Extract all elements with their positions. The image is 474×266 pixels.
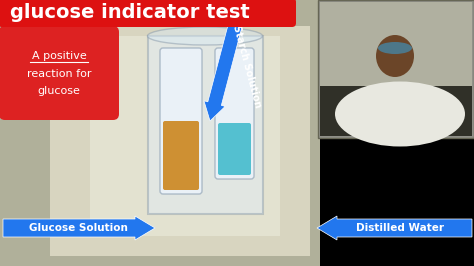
Text: glucose indicator test: glucose indicator test [10, 3, 250, 23]
FancyArrow shape [317, 216, 472, 240]
Text: A positive: A positive [32, 51, 86, 61]
Ellipse shape [335, 81, 465, 147]
Text: Glucose Solution: Glucose Solution [28, 223, 128, 233]
Text: glucose: glucose [37, 86, 81, 96]
FancyBboxPatch shape [160, 48, 202, 194]
FancyBboxPatch shape [0, 0, 296, 27]
FancyArrow shape [3, 216, 155, 240]
Text: reaction for: reaction for [27, 69, 91, 79]
Bar [320, 2, 472, 136]
Text: Distilled Water: Distilled Water [356, 223, 444, 233]
Bar [318, 0, 474, 138]
FancyBboxPatch shape [148, 36, 263, 214]
Ellipse shape [376, 35, 414, 77]
Bar [320, 86, 472, 136]
FancyArrow shape [204, 24, 242, 121]
Bar [50, 26, 310, 256]
Bar [320, 0, 474, 266]
Text: Starch Solution: Starch Solution [231, 23, 263, 109]
FancyBboxPatch shape [215, 48, 254, 179]
FancyBboxPatch shape [218, 123, 251, 175]
Ellipse shape [147, 27, 263, 45]
Bar [90, 36, 280, 236]
Ellipse shape [378, 42, 412, 54]
Bar [0, 0, 320, 266]
FancyBboxPatch shape [0, 26, 119, 120]
FancyBboxPatch shape [163, 121, 199, 190]
